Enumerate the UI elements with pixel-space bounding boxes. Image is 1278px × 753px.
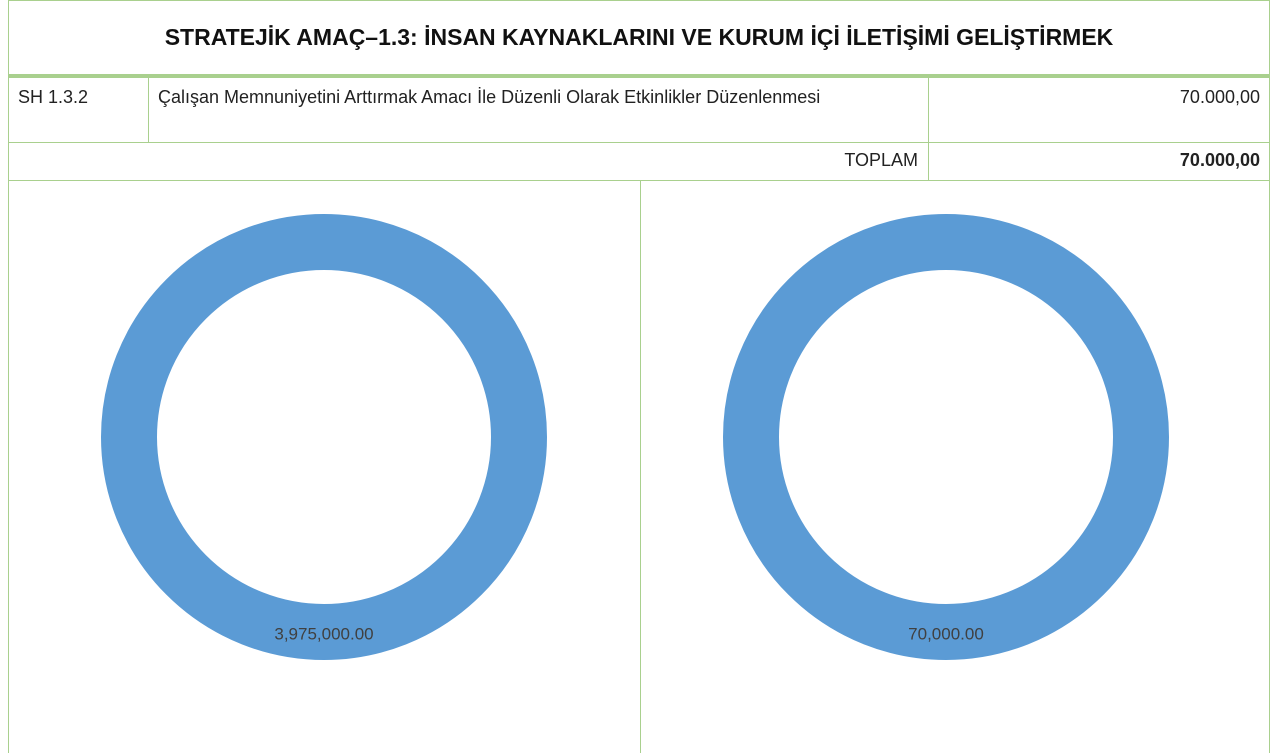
donut-segment xyxy=(101,214,547,660)
amount-cell: 70.000,00 xyxy=(1179,87,1260,107)
border xyxy=(1269,0,1270,753)
total-amount: 70.000,00 xyxy=(1179,150,1260,170)
data-label: 3,975,000.00 xyxy=(274,624,373,643)
title: STRATEJİK AMAÇ–1.3: İNSAN KAYNAKLARINI V… xyxy=(164,23,1114,50)
description-cell: Çalışan Memnuniyetini Arttırmak Amacı İl… xyxy=(158,87,821,107)
border xyxy=(8,0,1270,1)
border xyxy=(640,180,641,753)
data-label: 70,000.00 xyxy=(908,624,984,643)
border xyxy=(8,0,9,753)
border xyxy=(8,74,1270,78)
border xyxy=(8,142,1270,143)
code-cell: SH 1.3.2 xyxy=(18,87,89,107)
donut-segment xyxy=(723,214,1169,660)
border xyxy=(8,180,1270,181)
border xyxy=(148,78,149,142)
total-label: TOPLAM xyxy=(844,150,918,170)
border xyxy=(928,78,929,180)
